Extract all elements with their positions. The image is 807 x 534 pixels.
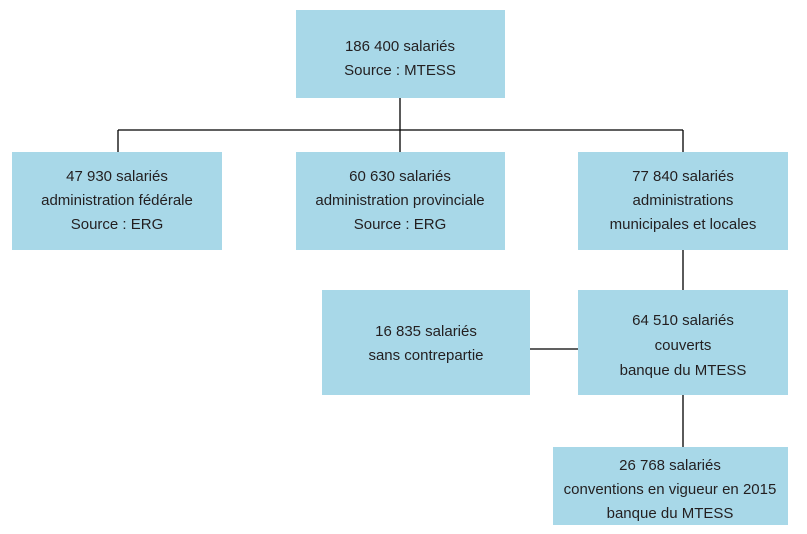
node-text: banque du MTESS — [620, 362, 747, 379]
node-box — [578, 152, 788, 250]
node-text: sans contrepartie — [368, 347, 483, 364]
node-text: administration provinciale — [315, 192, 484, 209]
node-text: 60 630 salariés — [349, 168, 451, 185]
node-box — [553, 447, 788, 525]
node-text: 64 510 salariés — [632, 312, 734, 329]
node-text: Source : ERG — [354, 216, 447, 233]
node-box — [296, 152, 505, 250]
node-box — [12, 152, 222, 250]
node-box — [578, 290, 788, 395]
node-box — [296, 10, 505, 98]
node-text: administration fédérale — [41, 192, 193, 209]
node-text: conventions en vigueur en 2015 — [564, 481, 777, 498]
node-text: 186 400 salariés — [345, 38, 455, 55]
node-text: municipales et locales — [610, 216, 757, 233]
node-text: banque du MTESS — [607, 505, 734, 522]
connectors — [117, 98, 684, 447]
node-text: couverts — [655, 337, 712, 354]
node-text: 16 835 salariés — [375, 323, 477, 340]
node-text: 26 768 salariés — [619, 457, 721, 474]
node-text: 77 840 salariés — [632, 168, 734, 185]
node-text: 47 930 salariés — [66, 168, 168, 185]
node-box — [322, 290, 530, 395]
node-text: administrations — [633, 192, 734, 209]
node-text: Source : ERG — [71, 216, 164, 233]
node-text: Source : MTESS — [344, 62, 456, 79]
